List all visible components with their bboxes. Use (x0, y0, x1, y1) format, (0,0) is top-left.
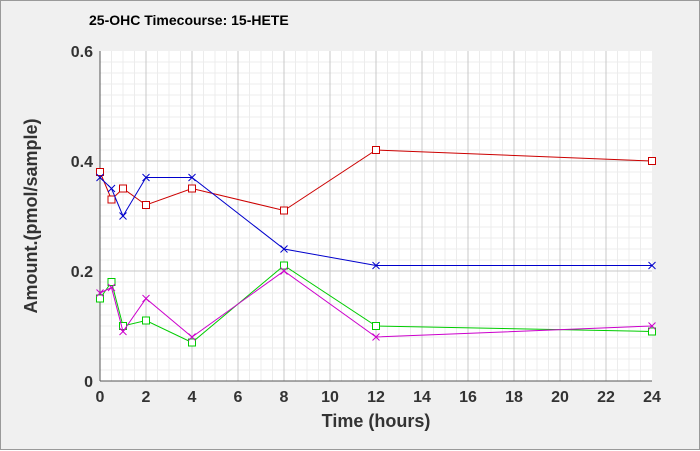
data-point-x-stroke (107, 184, 116, 193)
data-point-x (119, 327, 127, 336)
y-tick-label: 0.2 (71, 264, 93, 281)
data-point-x (96, 289, 104, 297)
x-axis-label: Time (hours) (322, 411, 431, 431)
data-point-square (648, 327, 656, 336)
x-tick-label: 14 (413, 389, 431, 406)
data-point-x (372, 333, 380, 341)
data-point-x-stroke (372, 333, 380, 341)
axes (99, 51, 652, 382)
x-tick-label: 20 (551, 389, 569, 406)
data-point-square (96, 168, 104, 176)
data-point-square (372, 146, 380, 154)
x-tick-label: 6 (234, 389, 243, 406)
data-point-square (280, 261, 288, 270)
x-tick-label: 10 (321, 389, 339, 406)
data-point-square (107, 278, 116, 286)
data-point-square (188, 338, 196, 347)
data-point-x (188, 333, 196, 341)
data-point-x-stroke (188, 173, 196, 182)
data-point-x-stroke (119, 212, 127, 220)
chart-title: 25-OHC Timecourse: 15-HETE (89, 12, 289, 28)
y-tick-label: 0 (84, 374, 93, 391)
data-point-square (96, 294, 104, 303)
data-point-x (107, 184, 116, 193)
x-tick-label: 24 (643, 389, 661, 406)
data-point-x-stroke (372, 261, 380, 270)
data-point-x (648, 261, 656, 270)
y-tick-label: 0.6 (71, 44, 93, 61)
x-tick-label: 0 (96, 389, 105, 406)
data-point-x-stroke (188, 333, 196, 341)
data-point-x (280, 245, 288, 253)
data-point-x-stroke (119, 327, 127, 336)
data-point-x (372, 261, 380, 270)
major-gridlines (100, 51, 652, 381)
x-tick-label: 4 (188, 389, 197, 406)
data-point-x-stroke (280, 245, 288, 253)
data-point-x (648, 322, 656, 330)
data-point-square (648, 157, 656, 165)
x-tick-label: 18 (505, 389, 523, 406)
data-point-x (119, 212, 127, 220)
series-line-2 (99, 177, 652, 266)
y-axis-label: Amount.(pmol/sample) (21, 118, 41, 313)
series-line-4 (99, 270, 653, 338)
data-point-square (107, 195, 116, 204)
data-point-square (119, 184, 127, 193)
x-tick-label: 22 (597, 389, 615, 406)
x-tick-label: 8 (280, 389, 289, 406)
data-point-x (280, 267, 288, 275)
y-tick-label: 0.4 (71, 154, 93, 171)
data-point-x (107, 283, 116, 292)
x-tick-label: 16 (459, 389, 477, 406)
data-point-square (280, 206, 288, 215)
data-point-x-stroke (280, 267, 288, 275)
data-point-x-stroke (142, 173, 150, 182)
data-point-x (142, 294, 150, 303)
series-layer (96, 146, 656, 347)
data-point-x (188, 173, 196, 182)
data-point-x-stroke (96, 173, 104, 182)
data-point-x (142, 173, 150, 182)
x-tick-label: 12 (367, 389, 385, 406)
data-point-x (96, 173, 104, 182)
data-point-square (142, 201, 150, 209)
data-point-square (188, 184, 196, 193)
data-point-x-stroke (107, 283, 116, 292)
data-point-x-stroke (648, 261, 656, 270)
data-point-square (142, 316, 150, 325)
data-point-square (372, 322, 380, 330)
data-point-x-stroke (96, 289, 104, 297)
data-point-x-stroke (142, 294, 150, 303)
data-point-x-stroke (648, 322, 656, 330)
x-tick-label: 2 (142, 389, 151, 406)
